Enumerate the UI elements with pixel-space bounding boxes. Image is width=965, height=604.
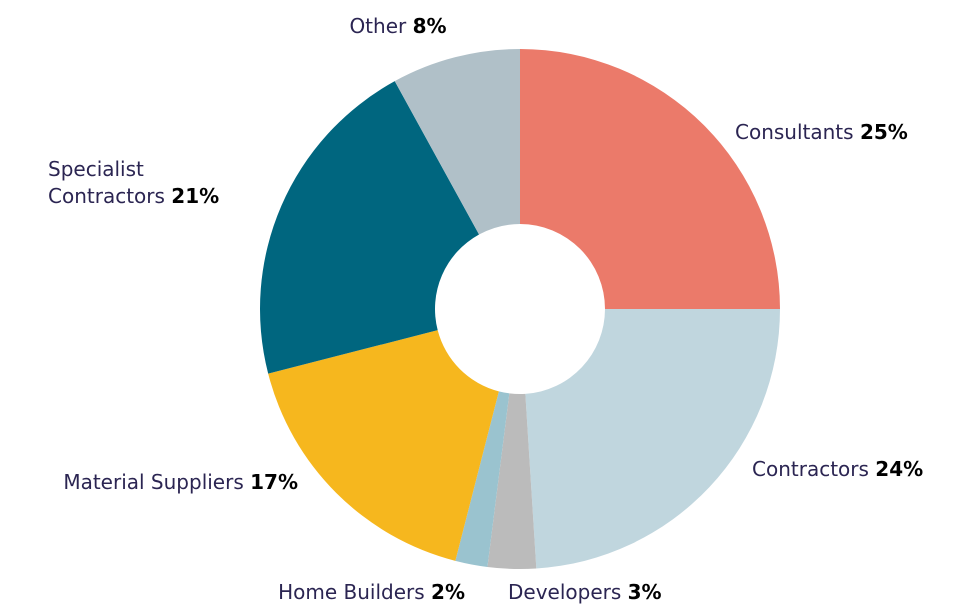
slice-label: Consultants 25%	[735, 119, 908, 146]
slice	[487, 393, 537, 569]
slice	[259, 81, 480, 374]
slice-label: Material Suppliers 17%	[8, 469, 298, 496]
slice	[525, 309, 780, 569]
slice	[455, 391, 510, 567]
category-name: Home Builders	[278, 580, 425, 604]
value-label: 17%	[250, 470, 298, 494]
slice-label: Home Builders 2%	[230, 579, 465, 604]
category-name: Developers	[508, 580, 622, 604]
category-name: Other	[349, 14, 407, 38]
slice	[520, 49, 780, 309]
slice-label: Specialist Contractors 21%	[48, 156, 263, 210]
value-label: 2%	[431, 580, 465, 604]
slice-label: Developers 3%	[508, 579, 662, 604]
slice	[394, 49, 520, 235]
value-label: 24%	[875, 457, 924, 481]
category-name: Contractors	[752, 457, 869, 481]
category-name: Material Suppliers	[63, 470, 244, 494]
value-label: 8%	[412, 14, 447, 38]
value-label: 21%	[171, 184, 220, 208]
value-label: 25%	[859, 120, 908, 144]
category-name: Consultants	[735, 120, 854, 144]
slice	[268, 330, 499, 561]
slice-label: Other 8%	[300, 13, 496, 40]
category-name: Specialist Contractors	[48, 157, 165, 208]
value-label: 3%	[627, 580, 662, 604]
slice-label: Contractors 24%	[752, 456, 923, 483]
